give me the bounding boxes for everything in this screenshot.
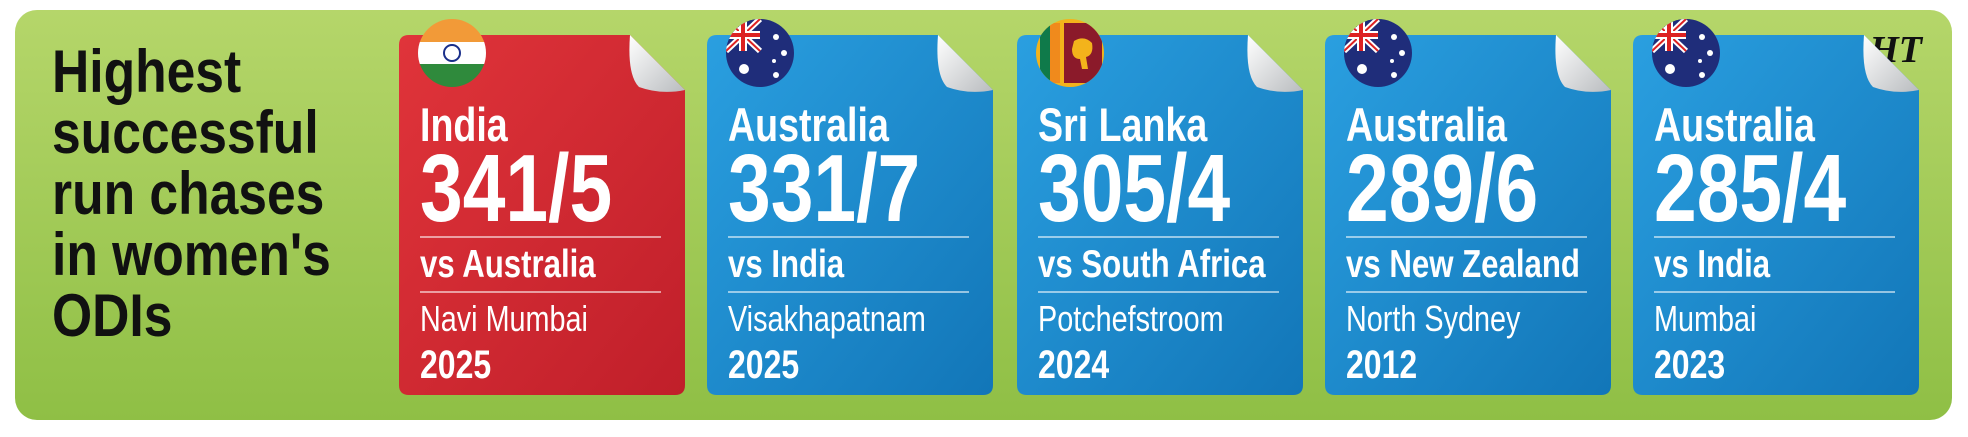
venue: Navi Mumbai bbox=[420, 298, 588, 339]
flag bbox=[418, 19, 486, 87]
card-shape bbox=[1017, 35, 1303, 395]
opponent: vs South Africa bbox=[1038, 243, 1266, 286]
team: India bbox=[420, 99, 508, 152]
card-shape bbox=[1325, 35, 1611, 395]
opponent: vs India bbox=[728, 243, 844, 286]
venue: North Sydney bbox=[1346, 298, 1521, 339]
flag bbox=[1036, 19, 1104, 87]
page-curl bbox=[1555, 35, 1611, 92]
opponent: vs India bbox=[1654, 243, 1770, 286]
score: 331/7 bbox=[728, 135, 920, 242]
page-curl bbox=[937, 35, 993, 92]
card-shape bbox=[399, 35, 685, 395]
team: Sri Lanka bbox=[1038, 99, 1208, 152]
year: 2023 bbox=[1654, 342, 1725, 387]
venue: Mumbai bbox=[1654, 298, 1756, 339]
venue: Visakhapatnam bbox=[728, 298, 926, 339]
title-line: run chases bbox=[52, 159, 324, 227]
team: Australia bbox=[728, 99, 889, 152]
page-curl bbox=[1247, 35, 1303, 92]
flag bbox=[1652, 19, 1720, 87]
flag bbox=[1344, 19, 1412, 87]
card-shape bbox=[707, 35, 993, 395]
flag bbox=[726, 19, 794, 87]
card-shape bbox=[1633, 35, 1919, 395]
year: 2025 bbox=[728, 342, 799, 387]
venue: Potchefstroom bbox=[1038, 298, 1224, 339]
year: 2025 bbox=[420, 342, 491, 387]
title-line: Highest bbox=[52, 37, 241, 105]
year: 2024 bbox=[1038, 342, 1109, 387]
title-line: successful bbox=[52, 98, 319, 166]
team: Australia bbox=[1346, 99, 1507, 152]
page-curl bbox=[1863, 35, 1919, 92]
year: 2012 bbox=[1346, 342, 1417, 387]
title-line: ODIs bbox=[52, 281, 172, 349]
page-curl bbox=[629, 35, 685, 92]
score: 289/6 bbox=[1346, 135, 1538, 242]
score: 305/4 bbox=[1038, 135, 1230, 242]
opponent: vs Australia bbox=[420, 243, 596, 286]
score: 285/4 bbox=[1654, 135, 1846, 242]
team: Australia bbox=[1654, 99, 1815, 152]
title-line: in women's bbox=[52, 220, 331, 288]
opponent: vs New Zealand bbox=[1346, 243, 1580, 286]
score: 341/5 bbox=[420, 135, 612, 242]
